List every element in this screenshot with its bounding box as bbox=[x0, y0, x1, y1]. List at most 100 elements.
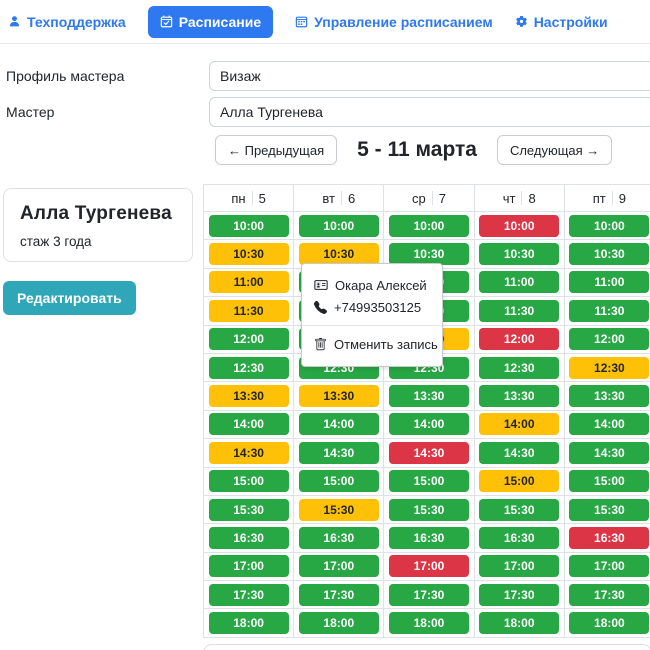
header-divider bbox=[611, 191, 613, 205]
slot-button-пн-13:30[interactable]: 13:30 bbox=[208, 385, 289, 408]
booking-popup: Окара Алексей +74993503125 Отменить запи… bbox=[301, 263, 443, 367]
slot-button-пн-15:00[interactable]: 15:00 bbox=[208, 470, 289, 493]
grid-cell: 15:30 bbox=[564, 495, 650, 524]
slot-button-чт-15:30[interactable]: 15:30 bbox=[479, 498, 560, 521]
slot-button-пт-17:30[interactable]: 17:30 bbox=[569, 583, 650, 606]
slot-button-пт-12:00[interactable]: 12:00 bbox=[569, 328, 650, 351]
slot-button-чт-12:30[interactable]: 12:30 bbox=[479, 356, 560, 379]
grid-cell: 13:30 bbox=[294, 382, 384, 410]
slot-button-пт-18:00[interactable]: 18:00 bbox=[569, 612, 650, 635]
slot-button-пн-12:30[interactable]: 12:30 bbox=[208, 356, 289, 379]
slot-button-пт-15:00[interactable]: 15:00 bbox=[569, 470, 650, 493]
slot-button-пн-10:00[interactable]: 10:00 bbox=[208, 214, 289, 237]
nav-item-schedule[interactable]: Расписание bbox=[147, 5, 274, 38]
slot-button-ср-17:30[interactable]: 17:30 bbox=[388, 583, 469, 606]
slot-button-чт-14:00[interactable]: 14:00 bbox=[479, 413, 560, 436]
master-experience: стаж 3 года bbox=[20, 234, 92, 249]
edit-button[interactable]: Редактировать bbox=[3, 281, 136, 315]
grid-cell: 12:00 bbox=[204, 325, 294, 353]
slot-button-вт-16:30[interactable]: 16:30 bbox=[298, 526, 379, 549]
user-headset-icon bbox=[8, 15, 21, 28]
master-name: Алла Тургенева bbox=[20, 203, 172, 224]
profile-input[interactable] bbox=[209, 61, 650, 91]
slot-button-ср-18:00[interactable]: 18:00 bbox=[388, 612, 469, 635]
header-divider bbox=[251, 191, 253, 205]
slot-button-ср-15:30[interactable]: 15:30 bbox=[388, 498, 469, 521]
slot-button-пт-15:30[interactable]: 15:30 bbox=[569, 498, 650, 521]
slot-button-пт-10:30[interactable]: 10:30 bbox=[569, 243, 650, 266]
slot-button-вт-18:00[interactable]: 18:00 bbox=[298, 612, 379, 635]
slot-button-чт-11:00[interactable]: 11:00 bbox=[479, 271, 560, 294]
slot-button-чт-16:30[interactable]: 16:30 bbox=[479, 526, 560, 549]
slot-button-ср-14:00[interactable]: 14:00 bbox=[388, 413, 469, 436]
slot-button-пт-11:00[interactable]: 11:00 bbox=[569, 271, 650, 294]
master-row: Мастер bbox=[0, 97, 650, 127]
slot-button-ср-10:30[interactable]: 10:30 bbox=[388, 243, 469, 266]
grid-cell: 18:00 bbox=[564, 609, 650, 637]
grid-cell: 17:00 bbox=[474, 552, 564, 581]
slot-button-вт-17:00[interactable]: 17:00 bbox=[298, 555, 379, 578]
grid-cell: 10:00 bbox=[564, 212, 650, 240]
slot-button-ср-16:30[interactable]: 16:30 bbox=[388, 526, 469, 549]
slot-button-пт-13:30[interactable]: 13:30 bbox=[569, 385, 650, 408]
slot-button-вт-14:00[interactable]: 14:00 bbox=[298, 413, 379, 436]
slot-button-пт-14:30[interactable]: 14:30 bbox=[569, 441, 650, 464]
slot-button-чт-12:00[interactable]: 12:00 bbox=[479, 328, 560, 351]
slot-button-пт-17:00[interactable]: 17:00 bbox=[569, 555, 650, 578]
slot-button-вт-10:30[interactable]: 10:30 bbox=[298, 243, 379, 266]
slot-button-чт-14:30[interactable]: 14:30 bbox=[479, 441, 560, 464]
header-divider bbox=[340, 191, 342, 205]
grid-cell: 12:30 bbox=[564, 353, 650, 382]
slot-button-пн-14:00[interactable]: 14:00 bbox=[208, 413, 289, 436]
grid-cell: 17:00 bbox=[564, 552, 650, 581]
slot-button-чт-11:30[interactable]: 11:30 bbox=[479, 299, 560, 322]
slot-button-пн-18:00[interactable]: 18:00 bbox=[208, 612, 289, 635]
slot-button-ср-10:00[interactable]: 10:00 bbox=[388, 214, 469, 237]
cancel-booking-label: Отменить запись bbox=[334, 336, 438, 352]
slot-button-чт-18:00[interactable]: 18:00 bbox=[479, 612, 560, 635]
slot-button-пт-10:00[interactable]: 10:00 bbox=[569, 214, 650, 237]
grid-cell: 18:00 bbox=[384, 609, 474, 637]
nav-item-manage[interactable]: Управление расписанием bbox=[295, 14, 493, 30]
slot-button-пн-11:30[interactable]: 11:30 bbox=[208, 299, 289, 322]
previous-week-button[interactable]: ← Предыдущая bbox=[215, 135, 338, 165]
slot-button-пн-14:30[interactable]: 14:30 bbox=[208, 441, 289, 464]
grid-cell: 16:30 bbox=[294, 524, 384, 552]
slot-button-вт-13:30[interactable]: 13:30 bbox=[298, 385, 379, 408]
nav-item-settings[interactable]: Настройки bbox=[515, 14, 608, 30]
slot-button-пн-17:30[interactable]: 17:30 bbox=[208, 583, 289, 606]
slot-button-чт-10:00[interactable]: 10:00 bbox=[479, 214, 560, 237]
slot-button-чт-13:30[interactable]: 13:30 bbox=[479, 385, 560, 408]
grid-cell: 14:00 bbox=[204, 410, 294, 439]
grid-cell: 14:30 bbox=[294, 439, 384, 467]
slot-button-вт-14:30[interactable]: 14:30 bbox=[298, 441, 379, 464]
cancel-booking-button[interactable]: Отменить запись bbox=[314, 334, 438, 354]
grid-cell: 16:30 bbox=[384, 524, 474, 552]
slot-button-ср-17:00[interactable]: 17:00 bbox=[388, 555, 469, 578]
slot-button-вт-15:00[interactable]: 15:00 bbox=[298, 470, 379, 493]
slot-button-ср-14:30[interactable]: 14:30 bbox=[388, 441, 469, 464]
slot-button-пн-15:30[interactable]: 15:30 bbox=[208, 498, 289, 521]
slot-button-пт-16:30[interactable]: 16:30 bbox=[569, 526, 650, 549]
slot-button-пн-12:00[interactable]: 12:00 bbox=[208, 328, 289, 351]
slot-button-ср-13:30[interactable]: 13:30 bbox=[388, 385, 469, 408]
slot-button-пн-16:30[interactable]: 16:30 bbox=[208, 526, 289, 549]
grid-cell: 12:30 bbox=[204, 353, 294, 382]
next-week-button[interactable]: Следующая → bbox=[496, 135, 613, 165]
slot-button-пн-10:30[interactable]: 10:30 bbox=[208, 243, 289, 266]
slot-button-чт-15:00[interactable]: 15:00 bbox=[479, 470, 560, 493]
slot-button-ср-15:00[interactable]: 15:00 bbox=[388, 470, 469, 493]
master-input[interactable] bbox=[209, 97, 650, 127]
slot-button-пн-17:00[interactable]: 17:00 bbox=[208, 555, 289, 578]
nav-item-support[interactable]: Техподдержка bbox=[8, 14, 126, 30]
slot-button-вт-10:00[interactable]: 10:00 bbox=[298, 214, 379, 237]
slot-button-вт-17:30[interactable]: 17:30 bbox=[298, 583, 379, 606]
slot-button-чт-10:30[interactable]: 10:30 bbox=[479, 243, 560, 266]
slot-button-пт-14:00[interactable]: 14:00 bbox=[569, 413, 650, 436]
slot-button-пт-12:30[interactable]: 12:30 bbox=[569, 356, 650, 379]
slot-button-вт-15:30[interactable]: 15:30 bbox=[298, 498, 379, 521]
slot-button-пт-11:30[interactable]: 11:30 bbox=[569, 299, 650, 322]
slot-button-чт-17:30[interactable]: 17:30 bbox=[479, 583, 560, 606]
slot-button-пн-11:00[interactable]: 11:00 bbox=[208, 271, 289, 294]
slot-button-чт-17:00[interactable]: 17:00 bbox=[479, 555, 560, 578]
